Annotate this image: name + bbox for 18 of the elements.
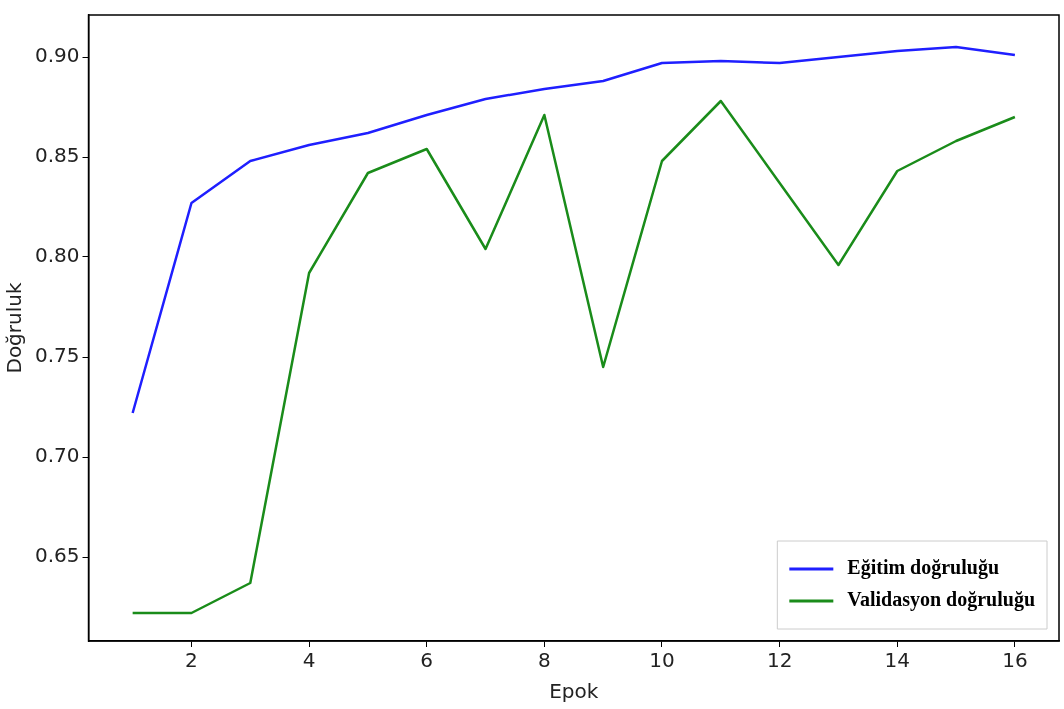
x-tick-label: 10 [649, 648, 675, 673]
y-tick-label: 0.80 [35, 243, 80, 268]
x-tick-label: 2 [185, 648, 198, 673]
y-tick-label: 0.70 [35, 443, 80, 468]
y-axis-title: Doğruluk [2, 282, 27, 374]
legend-label: Validasyon doğruluğu [847, 588, 1036, 612]
y-tick-label: 0.90 [35, 43, 80, 68]
x-tick-label: 8 [537, 648, 551, 673]
x-tick-label: 16 [1002, 648, 1028, 673]
x-tick-label: 14 [884, 648, 910, 673]
x-axis-title: Epok [549, 679, 599, 704]
y-tick-label: 0.65 [35, 543, 80, 568]
y-tick-label: 0.75 [35, 343, 80, 368]
y-tick-label: 0.85 [35, 143, 80, 168]
legend-label: Eğitim doğruluğu [847, 556, 1000, 580]
x-tick-label: 4 [302, 648, 316, 673]
x-tick-label: 12 [766, 648, 793, 673]
x-tick-label: 6 [420, 648, 434, 673]
